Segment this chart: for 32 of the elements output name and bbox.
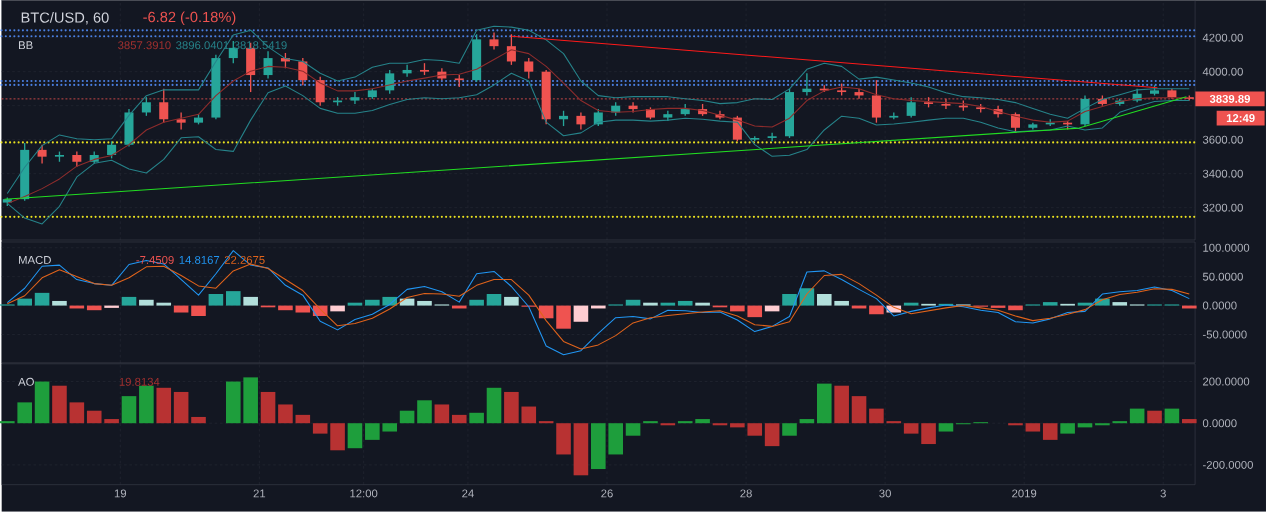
x-tick-label: 30 <box>879 489 891 498</box>
y-tick-label: 0.0000 <box>1202 301 1237 310</box>
x-tick-label: 21 <box>253 489 266 498</box>
annotation: -7.4509 <box>136 256 174 265</box>
annotation: 14.8167 <box>179 256 220 265</box>
x-tick-label: 3 <box>1160 489 1166 498</box>
x-tick-label: 19 <box>114 489 127 498</box>
y-tick-label: -200.0000 <box>1202 461 1253 470</box>
y-tick-label: 3200.00 <box>1202 203 1243 212</box>
y-tick-label: 3400.00 <box>1202 169 1243 178</box>
y-tick-label: 0.0000 <box>1202 419 1237 428</box>
x-tick-label: 24 <box>462 489 474 498</box>
y-tick-label: 3600.00 <box>1202 135 1243 144</box>
annotation: AO <box>18 377 34 386</box>
text: -6.82 (-0.18%) <box>143 11 236 26</box>
x-tick-label: 26 <box>601 489 613 498</box>
annotation: 19.8134 <box>119 377 160 386</box>
annotation: 3857.3910 <box>118 41 171 50</box>
annotation: MACD <box>19 256 51 265</box>
y-tick-label: 50.0000 <box>1202 272 1243 281</box>
x-tick-label: 2019 <box>1012 489 1037 498</box>
text: 12:49 <box>1226 114 1255 123</box>
y-tick-label: 100.0000 <box>1203 243 1250 252</box>
x-tick-label: 28 <box>740 489 752 498</box>
y-tick-label: 4200.00 <box>1202 33 1243 42</box>
ref-line-label: 3839.89 <box>1209 95 1250 104</box>
y-tick-label: 4000.00 <box>1202 67 1243 76</box>
y-tick-label: 200.0000 <box>1203 377 1250 386</box>
y-tick-label: -50.0000 <box>1202 330 1247 339</box>
x-tick-label: 12:00 <box>350 489 378 498</box>
annotation: BB <box>19 41 33 50</box>
text: BTC/USD, 60 <box>21 12 109 25</box>
